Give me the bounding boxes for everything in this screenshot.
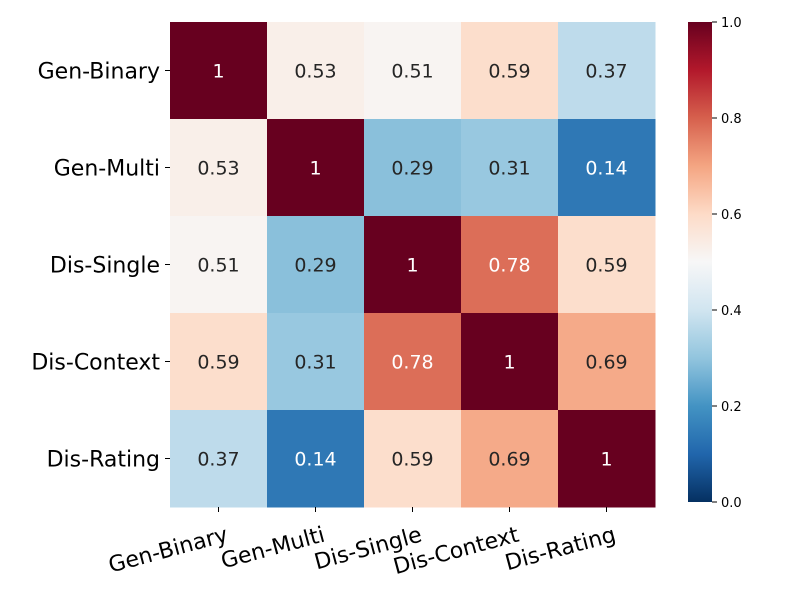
- cell-value-label: 0.29: [294, 255, 336, 277]
- row-label: Gen-Multi: [54, 157, 160, 182]
- heatmap-cell: [267, 216, 365, 314]
- cell-value-label: 0.59: [488, 61, 530, 83]
- cell-value-label: 0.59: [197, 352, 239, 374]
- row-label: Dis-Rating: [47, 448, 160, 473]
- cell-value-label: 1: [309, 158, 321, 180]
- heatmap-cell: [558, 313, 656, 411]
- heatmap-cell: [267, 22, 365, 120]
- cell-value-label: 0.69: [488, 449, 530, 471]
- colorbar-tick-label: 0.2: [721, 400, 742, 415]
- cell-value-label: 1: [212, 61, 224, 83]
- cell-value-label: 0.29: [391, 158, 433, 180]
- row-label: Dis-Context: [31, 351, 160, 376]
- heatmap-cell: [364, 119, 462, 217]
- cell-value-label: 0.78: [391, 352, 433, 374]
- colorbar-tick-label: 0.4: [721, 304, 742, 319]
- heatmap-cell: [558, 410, 656, 508]
- colorbar-gradient: [688, 22, 712, 502]
- heatmap-cell: [461, 313, 559, 411]
- colorbar-tick-label: 1.0: [721, 16, 742, 31]
- heatmap-cell: [170, 119, 268, 217]
- heatmap-cell: [170, 313, 268, 411]
- colorbar: 0.0 0.2 0.4 0.6 0.8 1.0: [688, 16, 742, 511]
- heatmap-cell: [364, 410, 462, 508]
- cell-value-label: 0.69: [585, 352, 627, 374]
- colorbar-tick-label: 0.8: [721, 112, 742, 127]
- column-label: Dis-Rating: [503, 523, 619, 576]
- heatmap-cell: [461, 22, 559, 120]
- cell-value-label: 0.31: [488, 158, 530, 180]
- heatmap-cell: [170, 216, 268, 314]
- cell-value-label: 0.53: [294, 61, 336, 83]
- cell-value-label: 0.31: [294, 352, 336, 374]
- cell-value-label: 1: [406, 255, 418, 277]
- cell-value-label: 1: [600, 449, 612, 471]
- cell-value-label: 0.51: [197, 255, 239, 277]
- heatmap-cell: [364, 313, 462, 411]
- heatmap-cell: [364, 216, 462, 314]
- cell-value-label: 0.53: [197, 158, 239, 180]
- heatmap-cell: [558, 216, 656, 314]
- heatmap-cell: [461, 119, 559, 217]
- column-label: Gen-Multi: [219, 523, 328, 575]
- column-label: Gen-Binary: [106, 523, 231, 579]
- cell-value-label: 1: [503, 352, 515, 374]
- cell-value-label: 0.78: [488, 255, 530, 277]
- heatmap-cell: [364, 22, 462, 120]
- colorbar-tick-label: 0.0: [721, 496, 742, 511]
- row-labels: Gen-Binary Gen-Multi Dis-Single Dis-Context…: [31, 60, 170, 473]
- row-label: Gen-Binary: [38, 60, 160, 85]
- heatmap-cell: [170, 410, 268, 508]
- cell-value-label: 0.37: [197, 449, 239, 471]
- heatmap-cell: [267, 119, 365, 217]
- heatmap-cell: [558, 119, 656, 217]
- cell-value-label: 0.14: [294, 449, 336, 471]
- cell-value-label: 0.51: [391, 61, 433, 83]
- column-labels: Gen-BinaryGen-MultiDis-SingleDis-Context…: [106, 507, 619, 580]
- row-label: Dis-Single: [50, 254, 160, 279]
- cell-value-label: 0.59: [391, 449, 433, 471]
- cell-value-label: 0.37: [585, 61, 627, 83]
- colorbar-tick-label: 0.6: [721, 208, 742, 223]
- heatmap-cell: [461, 216, 559, 314]
- heatmap-cell: [267, 410, 365, 508]
- heatmap-cell: [558, 22, 656, 120]
- cell-value-label: 0.14: [585, 158, 627, 180]
- heatmap-cell: [267, 313, 365, 411]
- cell-value-label: 0.59: [585, 255, 627, 277]
- heatmap-cell: [461, 410, 559, 508]
- heatmap-cells: 1 0.53 0.51 0.59 0.37 0.53 1 0.29 0.31 0.14 0.51 0.…: [170, 22, 656, 508]
- heatmap-cell: [170, 22, 268, 120]
